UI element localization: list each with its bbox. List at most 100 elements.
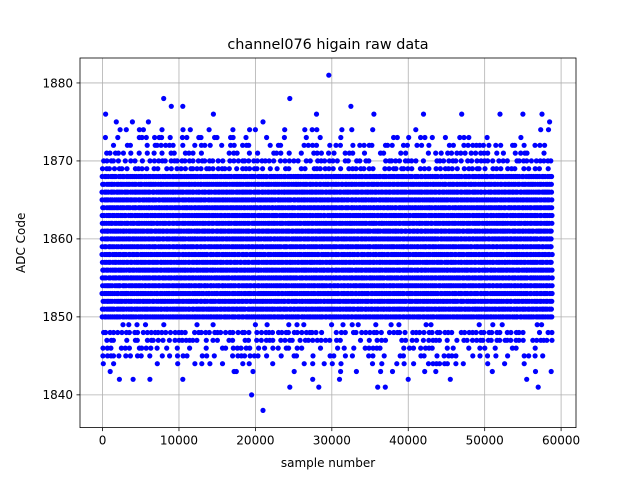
data-point	[474, 337, 480, 343]
data-point	[377, 345, 383, 351]
data-point	[338, 368, 344, 375]
data-point	[481, 329, 487, 336]
data-point	[329, 361, 335, 367]
data-point	[124, 337, 130, 343]
data-point	[294, 322, 300, 328]
data-point	[267, 142, 273, 148]
data-point	[353, 329, 359, 336]
data-point	[159, 353, 165, 359]
data-point	[549, 298, 555, 304]
data-point	[277, 158, 284, 164]
data-point	[307, 158, 313, 164]
data-point	[549, 337, 555, 343]
data-point	[231, 142, 237, 148]
data-point	[162, 158, 168, 164]
data-point	[513, 345, 519, 351]
data-point	[104, 337, 110, 343]
data-point	[492, 345, 498, 351]
data-point	[528, 158, 535, 164]
data-point	[258, 337, 264, 343]
data-point	[351, 345, 357, 351]
data-point	[389, 142, 395, 148]
data-point	[231, 158, 237, 164]
data-point	[549, 205, 555, 211]
data-point	[278, 353, 284, 359]
data-point	[385, 142, 391, 148]
data-point	[403, 150, 409, 156]
data-point	[250, 368, 256, 375]
data-point	[497, 337, 503, 343]
data-point	[204, 353, 210, 359]
data-point	[254, 337, 260, 343]
data-point	[488, 337, 494, 343]
data-point	[490, 322, 496, 328]
data-point	[278, 150, 284, 156]
data-point	[313, 142, 320, 148]
data-point	[126, 345, 132, 351]
data-point	[449, 329, 455, 336]
data-point	[425, 361, 432, 367]
data-point	[469, 337, 476, 343]
data-point	[136, 150, 142, 156]
data-point	[139, 158, 145, 164]
data-point	[349, 353, 355, 359]
data-point	[155, 166, 161, 172]
data-point	[355, 322, 361, 328]
data-point	[144, 337, 150, 343]
data-point	[274, 166, 280, 172]
data-point	[313, 329, 319, 336]
data-point	[353, 368, 359, 375]
data-point	[155, 337, 161, 343]
data-point	[159, 329, 165, 336]
data-point	[462, 150, 468, 156]
data-point	[294, 329, 300, 336]
data-point	[106, 166, 112, 172]
data-point	[198, 329, 204, 336]
data-point	[282, 337, 288, 343]
data-point	[396, 158, 403, 164]
data-point	[223, 329, 229, 336]
data-point	[309, 329, 315, 336]
data-point	[450, 142, 456, 148]
data-point	[461, 166, 467, 172]
data-point	[548, 244, 554, 250]
data-point	[270, 361, 276, 367]
data-point	[322, 158, 328, 164]
data-point	[549, 220, 555, 226]
data-point	[480, 142, 486, 148]
data-point	[373, 322, 379, 328]
data-point	[120, 322, 126, 328]
data-point	[234, 166, 240, 172]
data-point	[433, 368, 439, 375]
data-point	[220, 158, 226, 164]
data-point	[190, 337, 196, 343]
data-point	[394, 361, 400, 367]
data-point	[476, 322, 482, 328]
data-point	[150, 337, 156, 343]
data-point	[388, 322, 394, 328]
data-point	[194, 337, 200, 343]
data-point	[144, 142, 150, 148]
data-point	[536, 166, 543, 172]
data-point	[549, 329, 555, 336]
data-point	[210, 158, 216, 164]
data-point	[545, 329, 551, 336]
data-point	[363, 329, 369, 336]
data-point	[295, 158, 301, 164]
data-point	[127, 142, 133, 148]
data-point	[437, 329, 443, 336]
data-point	[544, 337, 550, 343]
data-point	[132, 158, 138, 164]
data-point	[549, 275, 555, 281]
data-point	[549, 267, 555, 273]
data-point	[314, 337, 320, 343]
data-point	[537, 142, 543, 148]
data-point	[469, 166, 475, 172]
data-point	[539, 322, 545, 328]
data-point	[192, 142, 198, 148]
data-point	[238, 345, 244, 351]
data-point	[436, 337, 442, 343]
data-point	[499, 322, 505, 328]
data-point	[147, 353, 153, 359]
data-point	[254, 158, 260, 164]
